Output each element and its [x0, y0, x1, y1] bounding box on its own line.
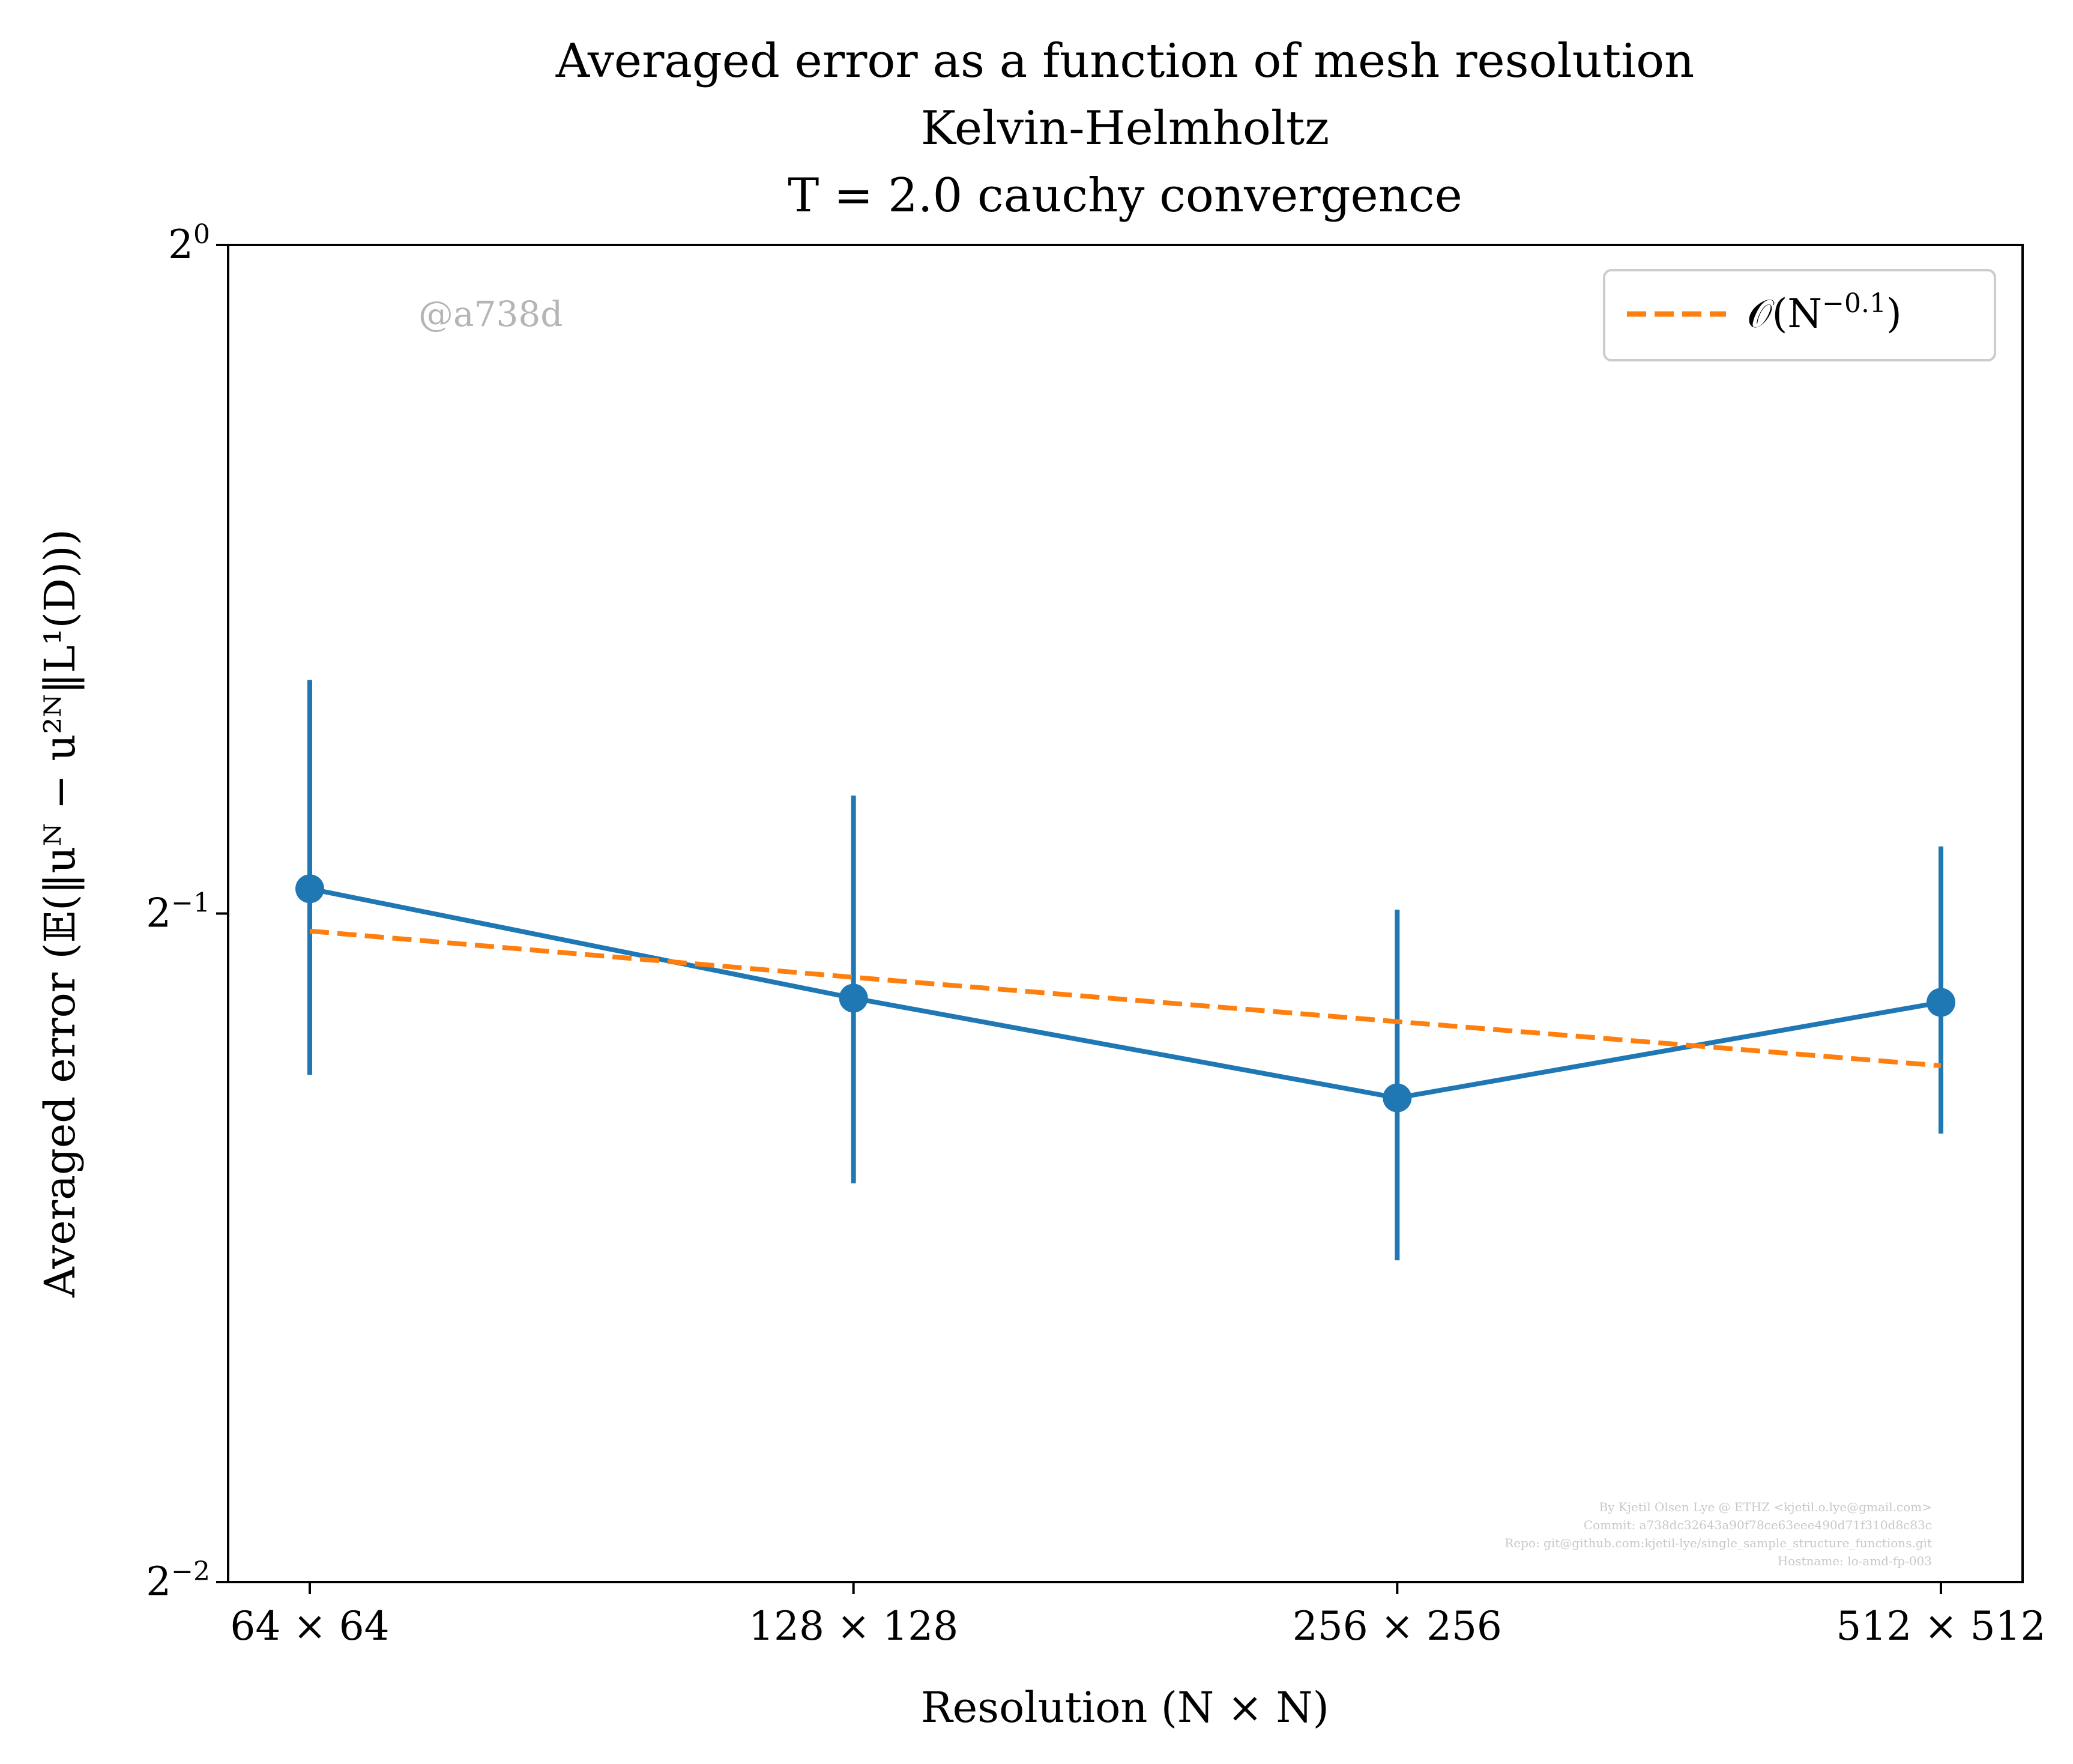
x-tick-label: 64 × 64 [230, 1603, 389, 1649]
x-tick-label: 256 × 256 [1293, 1603, 1502, 1649]
chart-title-line3: T = 2.0 cauchy convergence [788, 169, 1462, 223]
legend-label: 𝒪(N−0.1) [1747, 288, 1902, 337]
footnote-line: Commit: a738dc32643a90f78ce63eee490d71f3… [1584, 1518, 1932, 1532]
footnote: By Kjetil Olsen Lye @ ETHZ <kjetil.o.lye… [1504, 1500, 1932, 1568]
x-tick-label: 512 × 512 [1836, 1603, 2045, 1649]
y-tick-label: 2−1 [146, 887, 210, 937]
x-tick-label: 128 × 128 [749, 1603, 958, 1649]
reference-line [309, 928, 1942, 1069]
y-tick-label: 20 [168, 219, 210, 268]
ticks-layer: 64 × 64 128 × 128 256 × 256 512 × 512 20 2−1 2… [146, 219, 2045, 1650]
chart-title-line1: Averaged error as a function of mesh res… [555, 34, 1695, 88]
data-point [1383, 1083, 1412, 1113]
chart-title-line2: Kelvin-Helmholtz [921, 101, 1330, 156]
data-point [295, 874, 324, 904]
x-axis-label: Resolution (N × N) [921, 1683, 1329, 1732]
series-layer [295, 680, 1955, 1261]
footnote-line: Repo: git@github.com:kjetil-lye/single_s… [1504, 1536, 1932, 1550]
legend: 𝒪(N−0.1) [1603, 269, 1996, 361]
legend-box [1603, 269, 1996, 361]
y-tick-label: 2−2 [146, 1556, 210, 1605]
data-point [839, 983, 868, 1013]
plot-frame [227, 244, 2024, 1583]
watermark: @a738d [418, 294, 563, 334]
series-line [309, 886, 1942, 1101]
data-point [1927, 988, 1955, 1017]
y-axis-label: Averaged error (𝔼(‖uᴺ − u²ᴺ‖L¹(D))) [35, 529, 85, 1298]
footnote-line: Hostname: lo-amd-fp-003 [1778, 1554, 1932, 1568]
footnote-line: By Kjetil Olsen Lye @ ETHZ <kjetil.o.lye… [1599, 1500, 1932, 1514]
